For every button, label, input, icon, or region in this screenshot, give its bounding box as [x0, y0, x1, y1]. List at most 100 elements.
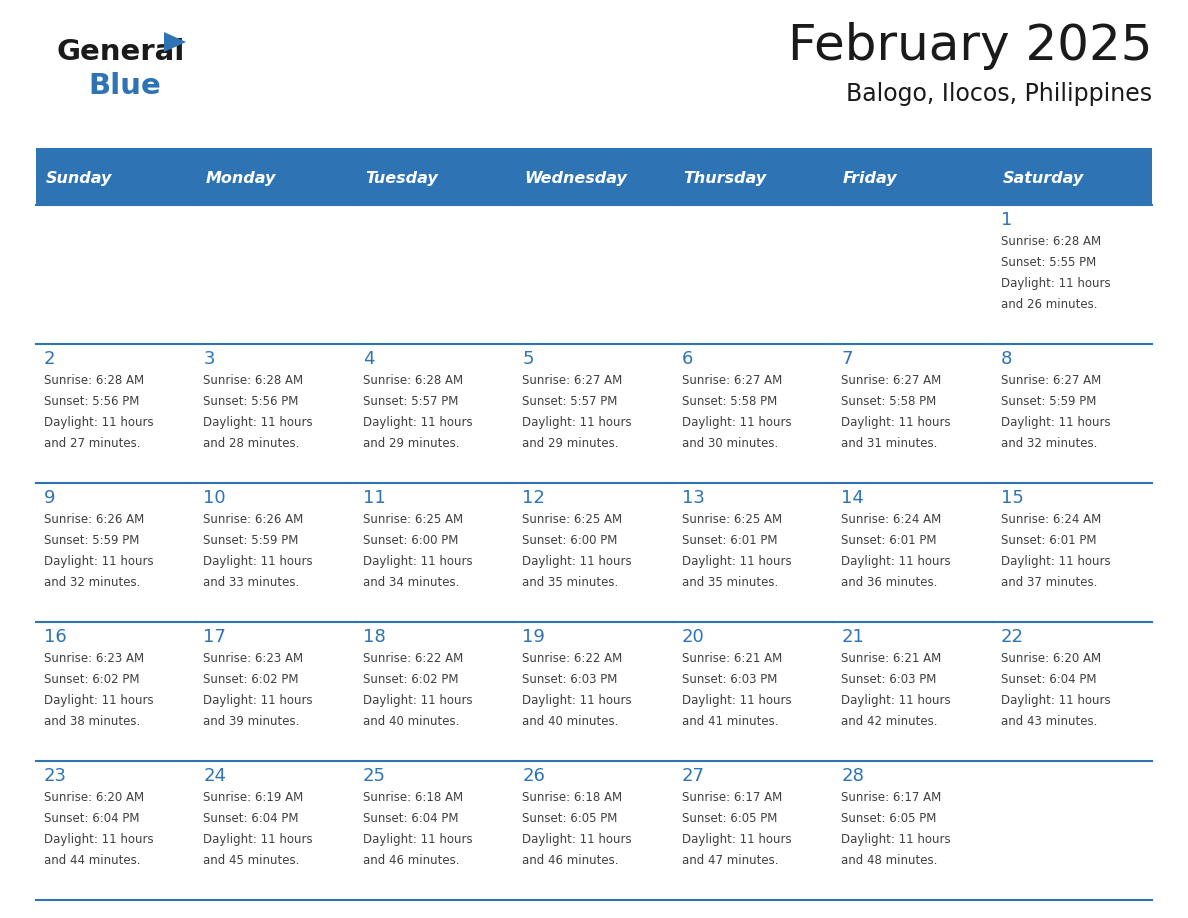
- Text: 1: 1: [1000, 211, 1012, 229]
- Text: Sunset: 5:56 PM: Sunset: 5:56 PM: [44, 395, 139, 408]
- Text: Daylight: 11 hours: Daylight: 11 hours: [841, 694, 950, 707]
- Text: 14: 14: [841, 489, 864, 507]
- Text: Daylight: 11 hours: Daylight: 11 hours: [203, 694, 314, 707]
- Bar: [196, 622, 355, 761]
- Text: Daylight: 11 hours: Daylight: 11 hours: [1000, 277, 1111, 290]
- Text: and 29 minutes.: and 29 minutes.: [362, 437, 460, 450]
- Bar: [355, 483, 514, 622]
- Text: Sunset: 6:01 PM: Sunset: 6:01 PM: [841, 534, 936, 547]
- Bar: [355, 761, 514, 900]
- Bar: [833, 483, 992, 622]
- Text: Sunset: 5:55 PM: Sunset: 5:55 PM: [1000, 256, 1095, 269]
- Text: Sunrise: 6:27 AM: Sunrise: 6:27 AM: [841, 374, 941, 387]
- Text: 16: 16: [44, 628, 67, 646]
- Text: and 33 minutes.: and 33 minutes.: [203, 576, 299, 589]
- Text: Blue: Blue: [88, 72, 160, 100]
- Bar: [833, 622, 992, 761]
- Text: 27: 27: [682, 767, 704, 785]
- Text: 10: 10: [203, 489, 226, 507]
- Text: Daylight: 11 hours: Daylight: 11 hours: [203, 555, 314, 568]
- Bar: [36, 483, 196, 622]
- Text: Daylight: 11 hours: Daylight: 11 hours: [44, 555, 153, 568]
- Text: Sunrise: 6:28 AM: Sunrise: 6:28 AM: [44, 374, 144, 387]
- Bar: [36, 153, 196, 205]
- Text: Sunrise: 6:20 AM: Sunrise: 6:20 AM: [44, 791, 144, 804]
- Text: Daylight: 11 hours: Daylight: 11 hours: [362, 694, 473, 707]
- Text: and 30 minutes.: and 30 minutes.: [682, 437, 778, 450]
- Text: Sunrise: 6:27 AM: Sunrise: 6:27 AM: [682, 374, 782, 387]
- Text: and 45 minutes.: and 45 minutes.: [203, 854, 299, 867]
- Text: Sunrise: 6:17 AM: Sunrise: 6:17 AM: [841, 791, 941, 804]
- Text: Daylight: 11 hours: Daylight: 11 hours: [1000, 694, 1111, 707]
- Text: Sunset: 6:05 PM: Sunset: 6:05 PM: [682, 812, 777, 825]
- Text: 26: 26: [523, 767, 545, 785]
- Text: Daylight: 11 hours: Daylight: 11 hours: [682, 416, 791, 429]
- Text: Sunrise: 6:26 AM: Sunrise: 6:26 AM: [203, 513, 304, 526]
- Text: Sunset: 6:03 PM: Sunset: 6:03 PM: [682, 673, 777, 686]
- Text: Daylight: 11 hours: Daylight: 11 hours: [523, 416, 632, 429]
- Bar: [36, 148, 1152, 153]
- Text: and 32 minutes.: and 32 minutes.: [1000, 437, 1097, 450]
- Text: 18: 18: [362, 628, 386, 646]
- Bar: [514, 344, 674, 483]
- Text: Sunrise: 6:22 AM: Sunrise: 6:22 AM: [362, 652, 463, 665]
- Text: Sunset: 5:58 PM: Sunset: 5:58 PM: [682, 395, 777, 408]
- Bar: [833, 205, 992, 344]
- Text: Sunset: 6:02 PM: Sunset: 6:02 PM: [44, 673, 139, 686]
- Text: 21: 21: [841, 628, 864, 646]
- Text: Daylight: 11 hours: Daylight: 11 hours: [523, 694, 632, 707]
- Text: and 27 minutes.: and 27 minutes.: [44, 437, 140, 450]
- Bar: [196, 344, 355, 483]
- Text: 22: 22: [1000, 628, 1024, 646]
- Text: Sunset: 5:59 PM: Sunset: 5:59 PM: [44, 534, 139, 547]
- Bar: [355, 622, 514, 761]
- Text: Sunrise: 6:24 AM: Sunrise: 6:24 AM: [1000, 513, 1101, 526]
- Text: February 2025: February 2025: [788, 22, 1152, 70]
- Bar: [196, 761, 355, 900]
- Text: and 32 minutes.: and 32 minutes.: [44, 576, 140, 589]
- Text: Sunrise: 6:25 AM: Sunrise: 6:25 AM: [362, 513, 463, 526]
- Bar: [514, 622, 674, 761]
- Text: Daylight: 11 hours: Daylight: 11 hours: [841, 555, 950, 568]
- Bar: [674, 483, 833, 622]
- Text: and 38 minutes.: and 38 minutes.: [44, 715, 140, 728]
- Text: Daylight: 11 hours: Daylight: 11 hours: [1000, 416, 1111, 429]
- Text: 17: 17: [203, 628, 226, 646]
- Bar: [833, 344, 992, 483]
- Text: Balogo, Ilocos, Philippines: Balogo, Ilocos, Philippines: [846, 82, 1152, 106]
- Text: 28: 28: [841, 767, 864, 785]
- Text: Tuesday: Tuesday: [365, 172, 437, 186]
- Text: and 42 minutes.: and 42 minutes.: [841, 715, 937, 728]
- Text: and 40 minutes.: and 40 minutes.: [523, 715, 619, 728]
- Text: Daylight: 11 hours: Daylight: 11 hours: [841, 833, 950, 846]
- Text: and 43 minutes.: and 43 minutes.: [1000, 715, 1097, 728]
- Bar: [514, 761, 674, 900]
- Text: Monday: Monday: [206, 172, 276, 186]
- Text: and 37 minutes.: and 37 minutes.: [1000, 576, 1097, 589]
- Text: Sunrise: 6:28 AM: Sunrise: 6:28 AM: [362, 374, 463, 387]
- Text: 24: 24: [203, 767, 227, 785]
- Text: Sunset: 6:01 PM: Sunset: 6:01 PM: [682, 534, 777, 547]
- Text: Sunset: 6:00 PM: Sunset: 6:00 PM: [523, 534, 618, 547]
- Text: Sunrise: 6:20 AM: Sunrise: 6:20 AM: [1000, 652, 1101, 665]
- Text: Sunrise: 6:18 AM: Sunrise: 6:18 AM: [362, 791, 463, 804]
- Text: 9: 9: [44, 489, 56, 507]
- Text: Sunrise: 6:17 AM: Sunrise: 6:17 AM: [682, 791, 782, 804]
- Text: Daylight: 11 hours: Daylight: 11 hours: [203, 416, 314, 429]
- Text: Sunset: 6:03 PM: Sunset: 6:03 PM: [523, 673, 618, 686]
- Text: General: General: [56, 38, 184, 66]
- Text: Daylight: 11 hours: Daylight: 11 hours: [682, 555, 791, 568]
- Text: Sunrise: 6:25 AM: Sunrise: 6:25 AM: [682, 513, 782, 526]
- Bar: [36, 622, 196, 761]
- Bar: [36, 344, 196, 483]
- Text: Sunrise: 6:21 AM: Sunrise: 6:21 AM: [682, 652, 782, 665]
- Bar: [355, 205, 514, 344]
- Text: Daylight: 11 hours: Daylight: 11 hours: [682, 833, 791, 846]
- Text: Sunrise: 6:26 AM: Sunrise: 6:26 AM: [44, 513, 144, 526]
- Polygon shape: [164, 32, 187, 52]
- Text: Sunset: 6:02 PM: Sunset: 6:02 PM: [362, 673, 459, 686]
- Text: Saturday: Saturday: [1003, 172, 1083, 186]
- Bar: [674, 153, 833, 205]
- Text: Sunrise: 6:24 AM: Sunrise: 6:24 AM: [841, 513, 941, 526]
- Text: 12: 12: [523, 489, 545, 507]
